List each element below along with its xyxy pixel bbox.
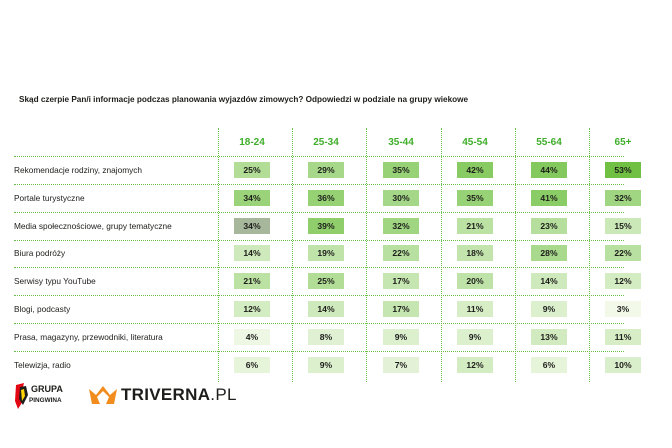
column-separator	[515, 128, 516, 382]
data-cell: 34%	[234, 190, 270, 206]
column-separator	[292, 128, 293, 382]
row-separator	[14, 295, 624, 296]
triverna-domain: .PL	[210, 385, 237, 404]
data-cell: 13%	[531, 329, 567, 345]
data-cell: 21%	[457, 218, 493, 234]
data-cell: 32%	[605, 190, 641, 206]
row-separator	[14, 323, 624, 324]
data-cell: 28%	[531, 245, 567, 261]
data-cell: 18%	[457, 245, 493, 261]
row-label: Portale turystyczne	[14, 193, 85, 203]
grupa-pingwina-logo: GRUPA PINGWINA	[14, 379, 64, 411]
data-cell: 23%	[531, 218, 567, 234]
data-cell: 20%	[457, 273, 493, 289]
row-label: Prasa, magazyny, przewodniki, literatura	[14, 332, 163, 342]
column-separator	[366, 128, 367, 382]
data-cell: 17%	[383, 273, 419, 289]
data-cell: 22%	[383, 245, 419, 261]
data-cell: 22%	[605, 245, 641, 261]
data-cell: 10%	[605, 357, 641, 373]
data-cell: 41%	[531, 190, 567, 206]
penguin-icon: GRUPA PINGWINA	[15, 383, 63, 409]
data-cell: 9%	[308, 357, 344, 373]
data-cell: 12%	[234, 301, 270, 317]
data-cell: 17%	[383, 301, 419, 317]
data-cell: 19%	[308, 245, 344, 261]
data-cell: 14%	[234, 245, 270, 261]
data-cell: 34%	[234, 218, 270, 234]
column-header-55-64: 55-64	[536, 137, 562, 148]
data-cell: 39%	[308, 218, 344, 234]
row-separator	[14, 240, 624, 241]
data-cell: 30%	[383, 190, 419, 206]
data-cell: 35%	[457, 190, 493, 206]
data-cell: 3%	[605, 301, 641, 317]
triverna-logo: TRIVERNA.PL	[88, 383, 237, 407]
column-header-35-44: 35-44	[388, 137, 414, 148]
data-cell: 32%	[383, 218, 419, 234]
column-header-45-54: 45-54	[462, 137, 488, 148]
data-cell: 15%	[605, 218, 641, 234]
row-label: Blogi, podcasty	[14, 304, 71, 314]
data-cell: 42%	[457, 162, 493, 178]
row-label: Rekomendacje rodziny, znajomych	[14, 165, 143, 175]
column-separator	[218, 128, 219, 382]
data-cell: 6%	[531, 357, 567, 373]
row-label: Telewizja, radio	[14, 360, 71, 370]
row-label: Biura podróży	[14, 248, 66, 258]
data-cell: 53%	[605, 162, 641, 178]
data-cell: 35%	[383, 162, 419, 178]
data-cell: 14%	[531, 273, 567, 289]
data-cell: 8%	[308, 329, 344, 345]
data-cell: 11%	[457, 301, 493, 317]
data-cell: 4%	[234, 329, 270, 345]
data-cell: 29%	[308, 162, 344, 178]
row-separator	[14, 267, 624, 268]
data-cell: 21%	[234, 273, 270, 289]
data-cell: 9%	[531, 301, 567, 317]
column-header-25-34: 25-34	[313, 137, 339, 148]
row-label: Serwisy typu YouTube	[14, 276, 96, 286]
data-cell: 25%	[234, 162, 270, 178]
data-cell: 11%	[605, 329, 641, 345]
row-separator	[14, 212, 624, 213]
row-label: Media społecznościowe, grupy tematyczne	[14, 221, 172, 231]
data-cell: 25%	[308, 273, 344, 289]
column-separator	[589, 128, 590, 382]
crown-icon	[89, 386, 117, 404]
column-header-18-24: 18-24	[239, 137, 265, 148]
column-separator	[441, 128, 442, 382]
data-cell: 6%	[234, 357, 270, 373]
data-cell: 44%	[531, 162, 567, 178]
logo-text-pingwina: PINGWINA	[29, 397, 62, 404]
triverna-wordmark: TRIVERNA	[121, 385, 211, 404]
data-cell: 12%	[457, 357, 493, 373]
row-separator	[14, 156, 624, 157]
data-cell: 9%	[457, 329, 493, 345]
row-separator	[14, 184, 624, 185]
column-header-65plus: 65+	[614, 137, 632, 148]
row-separator	[14, 351, 624, 352]
data-cell: 9%	[383, 329, 419, 345]
data-cell: 36%	[308, 190, 344, 206]
logo-text-grupa: GRUPA	[31, 384, 63, 394]
data-cell: 14%	[308, 301, 344, 317]
chart-title: Skąd czerpie Pan/i informacje podczas pl…	[19, 95, 469, 104]
data-cell: 12%	[605, 273, 641, 289]
data-cell: 7%	[383, 357, 419, 373]
